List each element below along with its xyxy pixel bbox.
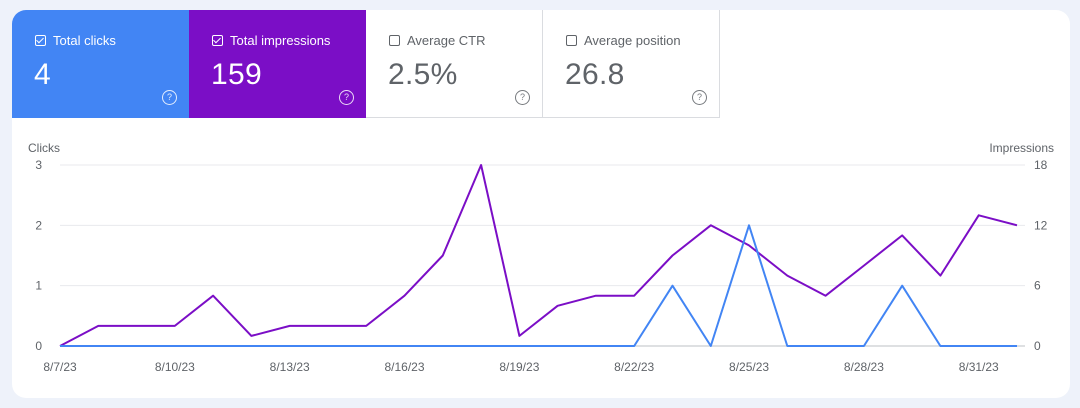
metric-value: 26.8 — [565, 58, 625, 91]
y-right-tick-label: 18 — [1034, 158, 1048, 172]
x-tick-label: 8/22/23 — [614, 360, 654, 374]
help-icon[interactable]: ? — [339, 90, 354, 105]
y-right-tick-label: 12 — [1034, 218, 1048, 232]
metric-value: 4 — [34, 58, 51, 91]
y-right-axis-label: Impressions — [989, 141, 1054, 155]
metric-total-clicks[interactable]: Total clicks 4 ? — [12, 10, 189, 118]
metric-label: Average position — [584, 33, 681, 48]
checkbox-unchecked-icon[interactable] — [566, 35, 577, 46]
x-tick-label: 8/19/23 — [499, 360, 539, 374]
x-tick-label: 8/28/23 — [844, 360, 884, 374]
metric-average-position[interactable]: Average position 26.8 ? — [543, 10, 720, 118]
metric-value: 159 — [211, 58, 262, 91]
metric-label: Total impressions — [230, 33, 331, 48]
x-tick-label: 8/16/23 — [384, 360, 424, 374]
help-icon[interactable]: ? — [692, 90, 707, 105]
checkbox-checked-icon[interactable] — [212, 35, 223, 46]
y-left-tick-label: 2 — [35, 218, 42, 232]
x-tick-label: 8/13/23 — [270, 360, 310, 374]
y-left-tick-label: 1 — [35, 279, 42, 293]
metric-label: Total clicks — [53, 33, 116, 48]
performance-card: Total clicks 4 ? Total impressions 159 ?… — [12, 10, 1070, 398]
checkbox-checked-icon[interactable] — [35, 35, 46, 46]
metric-average-ctr[interactable]: Average CTR 2.5% ? — [366, 10, 543, 118]
x-tick-label: 8/25/23 — [729, 360, 769, 374]
y-right-tick-label: 6 — [1034, 279, 1041, 293]
metric-label: Average CTR — [407, 33, 486, 48]
help-icon[interactable]: ? — [162, 90, 177, 105]
x-tick-label: 8/31/23 — [959, 360, 999, 374]
y-left-tick-label: 3 — [35, 158, 42, 172]
checkbox-unchecked-icon[interactable] — [389, 35, 400, 46]
y-left-axis-label: Clicks — [28, 141, 60, 155]
y-left-tick-label: 0 — [35, 339, 42, 353]
metric-cards: Total clicks 4 ? Total impressions 159 ?… — [12, 10, 720, 118]
series-line-impressions[interactable] — [59, 164, 1018, 347]
metric-total-impressions[interactable]: Total impressions 159 ? — [189, 10, 366, 118]
metric-value: 2.5% — [388, 58, 458, 91]
help-icon[interactable]: ? — [515, 90, 530, 105]
series-line-clicks[interactable] — [60, 224, 1017, 347]
x-tick-label: 8/7/23 — [43, 360, 77, 374]
x-tick-label: 8/10/23 — [155, 360, 195, 374]
y-right-tick-label: 0 — [1034, 339, 1041, 353]
